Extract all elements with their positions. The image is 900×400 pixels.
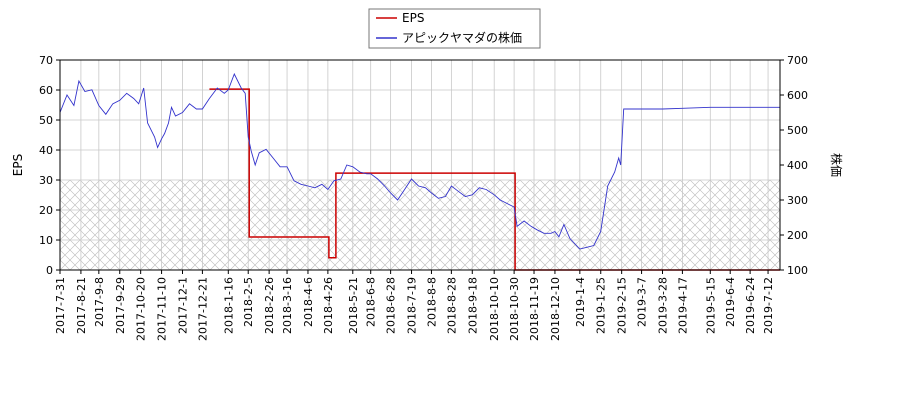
x-tick-label: 2018-8-28 xyxy=(445,277,458,334)
legend-box xyxy=(368,8,541,49)
x-tick-label: 2018-6-28 xyxy=(385,277,398,334)
x-tick-label: 2018-1-16 xyxy=(222,277,235,334)
x-tick-label: 2017-12-21 xyxy=(196,277,209,341)
x-tick-label: 2018-12-10 xyxy=(549,277,562,341)
left-axis: 0 10 20 30 40 50 60 70 xyxy=(39,54,60,277)
x-tick-label: 2018-4-6 xyxy=(302,277,315,327)
x-tick-label: 2019-6-24 xyxy=(744,277,757,334)
left-tick-label: 20 xyxy=(39,204,53,217)
x-tick-label: 2019-1-25 xyxy=(595,277,608,334)
right-tick-label: 300 xyxy=(787,194,808,207)
x-tick-label: 2018-9-18 xyxy=(466,277,479,334)
x-axis: 2017-7-31 2017-8-21 2017-9-8 2017-9-29 2017-… xyxy=(54,270,775,341)
x-tick-label: 2019-5-15 xyxy=(704,277,717,334)
x-tick-label: 2018-5-21 xyxy=(347,277,360,334)
x-tick-label: 2019-3-28 xyxy=(656,277,669,334)
x-tick-label: 2018-4-26 xyxy=(322,277,335,334)
x-tick-label: 2017-10-20 xyxy=(135,277,148,341)
x-tick-label: 2019-1-4 xyxy=(574,277,587,327)
series-layer xyxy=(59,72,780,271)
legend: EPS アピックヤマダの株価 xyxy=(368,8,541,49)
x-tick-label: 2018-2-5 xyxy=(242,277,255,327)
x-tick-label: 2017-9-8 xyxy=(93,277,106,327)
x-tick-label: 2018-10-30 xyxy=(508,277,521,341)
x-tick-label: 2017-7-31 xyxy=(54,277,67,334)
x-tick-label: 2018-10-10 xyxy=(488,277,501,341)
right-axis: 100 200 300 400 500 600 700 xyxy=(780,54,808,277)
right-tick-label: 400 xyxy=(787,159,808,172)
x-tick-label: 2018-2-26 xyxy=(263,277,276,334)
x-tick-label: 2018-3-16 xyxy=(281,277,294,334)
x-tick-label: 2018-6-8 xyxy=(365,277,378,327)
left-tick-label: 10 xyxy=(39,234,53,247)
x-tick-label: 2017-11-10 xyxy=(156,277,169,341)
x-tick-label: 2017-9-29 xyxy=(114,277,127,334)
series-line-eps xyxy=(209,88,780,271)
right-tick-label: 200 xyxy=(787,229,808,242)
right-tick-label: 500 xyxy=(787,124,808,137)
legend-label-eps: EPS xyxy=(402,11,424,25)
x-tick-label: 2019-2-15 xyxy=(616,277,629,334)
legend-label-price: アピックヤマダの株価 xyxy=(402,30,522,45)
x-tick-label: 2019-6-4 xyxy=(724,277,737,327)
left-tick-label: 70 xyxy=(39,54,53,67)
right-axis-title: 株価 xyxy=(829,153,844,177)
right-tick-label: 100 xyxy=(787,264,808,277)
left-axis-title: EPS xyxy=(11,154,25,176)
series-line-price xyxy=(59,72,780,250)
left-tick-label: 50 xyxy=(39,114,53,127)
x-tick-label: 2019-3-7 xyxy=(636,277,649,327)
x-tick-label: 2018-11-19 xyxy=(528,277,541,341)
x-tick-label: 2019-4-17 xyxy=(676,277,689,334)
x-tick-label: 2017-8-21 xyxy=(75,277,88,334)
left-tick-label: 30 xyxy=(39,174,53,187)
hatch-fill xyxy=(60,180,780,270)
right-tick-label: 700 xyxy=(787,54,808,67)
hatched-region xyxy=(60,180,780,270)
x-tick-label: 2019-7-12 xyxy=(762,277,775,334)
left-tick-label: 60 xyxy=(39,84,53,97)
x-tick-label: 2018-8-8 xyxy=(425,277,438,327)
x-tick-label: 2017-12-1 xyxy=(176,277,189,334)
x-tick-label: 2018-7-19 xyxy=(406,277,419,334)
left-tick-label: 40 xyxy=(39,144,53,157)
right-tick-label: 600 xyxy=(787,89,808,102)
left-tick-label: 0 xyxy=(46,264,53,277)
